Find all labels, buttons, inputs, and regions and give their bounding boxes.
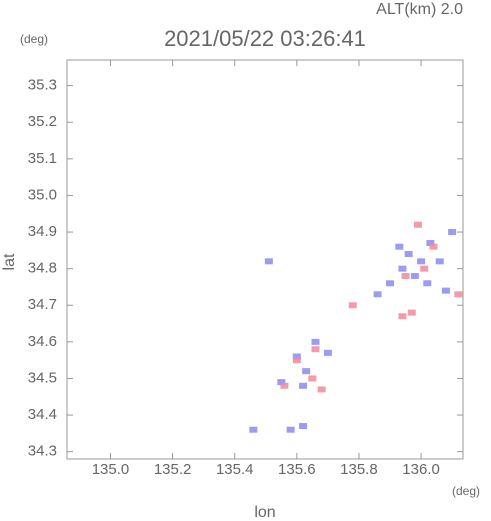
- echo: [420, 265, 429, 272]
- echo: [311, 346, 320, 353]
- echo: [386, 280, 395, 287]
- echo: [292, 353, 301, 360]
- x-tick-label: 135.4: [216, 461, 254, 478]
- y-unit: (deg): [20, 32, 48, 46]
- echo: [308, 375, 317, 382]
- echo: [299, 382, 308, 389]
- y-tick-label: 34.7: [28, 296, 57, 313]
- echo: [280, 382, 289, 389]
- y-axis-label: lat: [1, 253, 18, 270]
- echo: [292, 357, 301, 364]
- echo: [249, 426, 258, 433]
- echo: [317, 386, 326, 393]
- echo: [435, 258, 444, 265]
- plot-frame: [66, 59, 464, 460]
- y-tick-label: 34.8: [28, 260, 57, 277]
- echo: [398, 265, 407, 272]
- echo: [395, 243, 404, 250]
- y-tick-label: 35.3: [28, 77, 57, 94]
- echo: [441, 287, 450, 294]
- x-axis-label: lon: [254, 504, 275, 521]
- chart-title: 2021/05/22 03:26:41: [164, 26, 366, 51]
- echo: [277, 379, 286, 386]
- echo: [348, 302, 357, 309]
- echo: [299, 423, 308, 430]
- x-tick-label: 136.0: [402, 461, 440, 478]
- echo: [407, 309, 416, 316]
- echo: [417, 258, 426, 265]
- y-tick-label: 34.3: [28, 443, 57, 460]
- echo: [323, 349, 332, 356]
- echo: [302, 368, 311, 375]
- echo: [410, 272, 419, 279]
- x-unit: (deg): [452, 484, 480, 498]
- y-tick-label: 35.0: [28, 186, 57, 203]
- echo: [426, 240, 435, 247]
- echo: [398, 313, 407, 320]
- y-tick-label: 34.5: [28, 369, 57, 386]
- x-tick-label: 135.0: [92, 461, 130, 478]
- echo: [448, 229, 457, 236]
- echo: [286, 426, 295, 433]
- y-tick-label: 35.1: [28, 150, 57, 167]
- y-tick-label: 34.9: [28, 223, 57, 240]
- altitude-label: ALT(km) 2.0: [376, 1, 463, 18]
- echo: [454, 291, 463, 298]
- y-tick-label: 35.2: [28, 113, 57, 130]
- x-tick-label: 135.6: [278, 461, 316, 478]
- echo: [423, 280, 432, 287]
- echo: [404, 251, 413, 258]
- echo: [413, 221, 422, 228]
- x-tick-label: 135.2: [154, 461, 192, 478]
- echo: [429, 243, 438, 250]
- y-tick-label: 34.4: [28, 406, 57, 423]
- echo: [401, 272, 410, 279]
- y-tick-label: 34.6: [28, 333, 57, 350]
- echo: [373, 291, 382, 298]
- echo: [311, 338, 320, 345]
- x-tick-label: 135.8: [340, 461, 378, 478]
- echo: [264, 258, 273, 265]
